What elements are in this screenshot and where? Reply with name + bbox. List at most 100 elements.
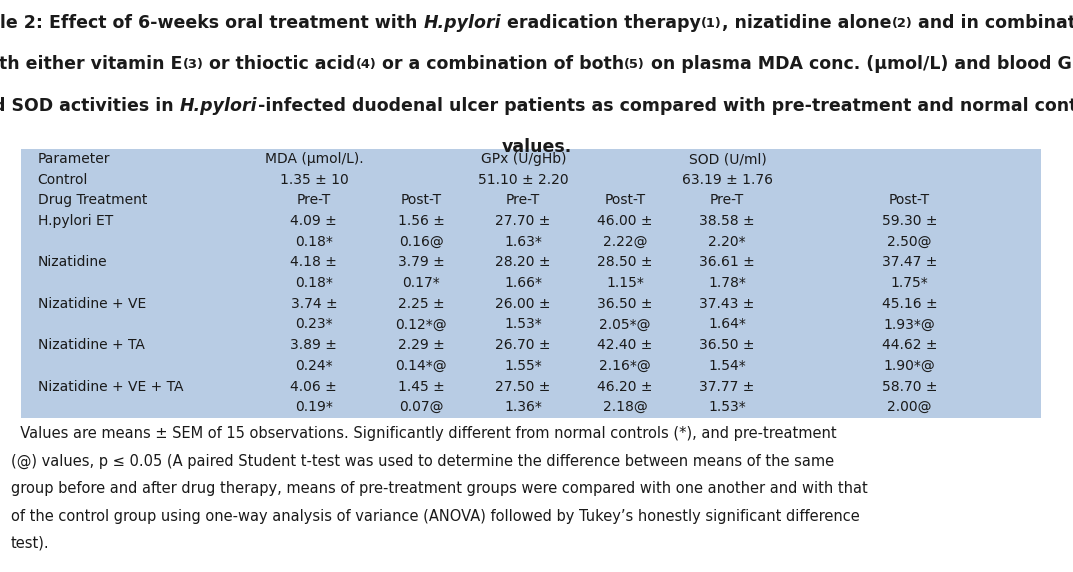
- Text: Parameter: Parameter: [38, 152, 111, 166]
- Text: 2.22@: 2.22@: [603, 235, 647, 249]
- Text: Nizatidine + VE: Nizatidine + VE: [38, 297, 146, 311]
- Text: 27.70 ±: 27.70 ±: [496, 214, 550, 228]
- Text: Nizatidine: Nizatidine: [38, 256, 107, 269]
- Text: 36.50 ±: 36.50 ±: [598, 297, 652, 311]
- Text: 3.89 ±: 3.89 ±: [291, 338, 337, 352]
- Text: group before and after drug therapy, means of pre-treatment groups were compared: group before and after drug therapy, mea…: [11, 481, 867, 496]
- Text: 2.16*@: 2.16*@: [599, 359, 651, 373]
- Text: GPx (U/gHb): GPx (U/gHb): [481, 152, 567, 166]
- Text: Drug Treatment: Drug Treatment: [38, 193, 147, 208]
- Text: (5): (5): [624, 58, 645, 72]
- Text: 59.30 ±: 59.30 ±: [882, 214, 937, 228]
- Text: MDA (μmol/L).: MDA (μmol/L).: [265, 152, 364, 166]
- Text: 37.47 ±: 37.47 ±: [882, 256, 937, 269]
- Text: 1.75*: 1.75*: [891, 276, 928, 290]
- Text: 28.20 ±: 28.20 ±: [496, 256, 550, 269]
- Text: Table 2: Effect of 6-weeks oral treatment with: Table 2: Effect of 6-weeks oral treatmen…: [0, 14, 424, 32]
- Text: (3): (3): [182, 58, 203, 72]
- Text: 46.20 ±: 46.20 ±: [598, 380, 652, 394]
- Text: (1): (1): [702, 17, 722, 30]
- Text: (2): (2): [892, 17, 912, 30]
- Text: 51.10 ± 2.20: 51.10 ± 2.20: [479, 173, 569, 186]
- Text: 28.50 ±: 28.50 ±: [598, 256, 652, 269]
- Text: 2.20*: 2.20*: [708, 235, 746, 249]
- Text: 1.45 ±: 1.45 ±: [398, 380, 444, 394]
- Text: Pre-T: Pre-T: [506, 193, 540, 208]
- Text: Nizatidine + VE + TA: Nizatidine + VE + TA: [38, 380, 183, 394]
- Text: , nizatidine alone: , nizatidine alone: [722, 14, 892, 32]
- Text: 3.79 ±: 3.79 ±: [398, 256, 444, 269]
- Text: 4.06 ±: 4.06 ±: [291, 380, 337, 394]
- Text: Control: Control: [38, 173, 88, 186]
- Text: 1.53*: 1.53*: [708, 400, 746, 414]
- Text: 1.63*: 1.63*: [504, 235, 542, 249]
- Text: 2.05*@: 2.05*@: [600, 317, 650, 332]
- Text: 3.74 ±: 3.74 ±: [291, 297, 337, 311]
- Text: 1.90*@: 1.90*@: [883, 359, 936, 373]
- Text: 2.50@: 2.50@: [887, 235, 931, 249]
- Text: 4.18 ±: 4.18 ±: [291, 256, 337, 269]
- Text: Post-T: Post-T: [888, 193, 930, 208]
- Text: H.pylori ET: H.pylori ET: [38, 214, 113, 228]
- Text: SOD (U/ml): SOD (U/ml): [689, 152, 766, 166]
- Text: 37.43 ±: 37.43 ±: [700, 297, 754, 311]
- Text: H.pylori: H.pylori: [424, 14, 501, 32]
- Text: 1.55*: 1.55*: [504, 359, 542, 373]
- Text: 58.70 ±: 58.70 ±: [882, 380, 937, 394]
- Text: -infected duodenal ulcer patients as compared with pre-treatment and normal cont: -infected duodenal ulcer patients as com…: [258, 97, 1073, 114]
- Text: 37.77 ±: 37.77 ±: [700, 380, 754, 394]
- Text: 2.00@: 2.00@: [887, 400, 931, 414]
- Text: 1.78*: 1.78*: [708, 276, 746, 290]
- Text: Pre-T: Pre-T: [710, 193, 744, 208]
- Text: 1.93*@: 1.93*@: [883, 317, 936, 332]
- Text: and SOD activities in: and SOD activities in: [0, 97, 180, 114]
- Text: with either vitamin E: with either vitamin E: [0, 55, 182, 73]
- Text: 1.15*: 1.15*: [606, 276, 644, 290]
- Text: (4): (4): [355, 58, 377, 72]
- Text: 0.23*: 0.23*: [295, 317, 333, 332]
- Text: (@) values, p ≤ 0.05 (A paired Student t-test was used to determine the differen: (@) values, p ≤ 0.05 (A paired Student t…: [11, 454, 834, 469]
- Text: of the control group using one-way analysis of variance (ANOVA) followed by Tuke: of the control group using one-way analy…: [11, 509, 859, 523]
- Text: 0.17*: 0.17*: [402, 276, 440, 290]
- Text: H.pylori: H.pylori: [180, 97, 258, 114]
- Text: 42.40 ±: 42.40 ±: [598, 338, 652, 352]
- Text: 44.62 ±: 44.62 ±: [882, 338, 937, 352]
- Text: or a combination of both: or a combination of both: [377, 55, 624, 73]
- Text: 27.50 ±: 27.50 ±: [496, 380, 550, 394]
- Text: 0.16@: 0.16@: [399, 235, 443, 249]
- Text: 63.19 ± 1.76: 63.19 ± 1.76: [682, 173, 773, 186]
- Text: 1.66*: 1.66*: [504, 276, 542, 290]
- Text: 0.18*: 0.18*: [295, 235, 333, 249]
- Text: Nizatidine + TA: Nizatidine + TA: [38, 338, 145, 352]
- Text: 1.56 ±: 1.56 ±: [398, 214, 444, 228]
- Text: 1.35 ± 10: 1.35 ± 10: [280, 173, 349, 186]
- Text: 2.29 ±: 2.29 ±: [398, 338, 444, 352]
- Text: 1.36*: 1.36*: [504, 400, 542, 414]
- Text: Values are means ± SEM of 15 observations. Significantly different from normal c: Values are means ± SEM of 15 observation…: [11, 426, 836, 441]
- Text: 26.00 ±: 26.00 ±: [496, 297, 550, 311]
- Text: 1.53*: 1.53*: [504, 317, 542, 332]
- Text: 1.54*: 1.54*: [708, 359, 746, 373]
- Text: test).: test).: [11, 536, 49, 551]
- Text: 45.16 ±: 45.16 ±: [882, 297, 937, 311]
- Text: Pre-T: Pre-T: [297, 193, 330, 208]
- Text: 1.64*: 1.64*: [708, 317, 746, 332]
- Text: and in combination: and in combination: [912, 14, 1073, 32]
- Text: 26.70 ±: 26.70 ±: [496, 338, 550, 352]
- Text: Post-T: Post-T: [604, 193, 646, 208]
- Text: 46.00 ±: 46.00 ±: [598, 214, 652, 228]
- Text: 0.14*@: 0.14*@: [395, 359, 447, 373]
- Text: 36.50 ±: 36.50 ±: [700, 338, 754, 352]
- Text: 0.24*: 0.24*: [295, 359, 333, 373]
- Text: 0.19*: 0.19*: [295, 400, 333, 414]
- Text: 0.07@: 0.07@: [399, 400, 443, 414]
- Text: 0.18*: 0.18*: [295, 276, 333, 290]
- Text: 0.12*@: 0.12*@: [395, 317, 447, 332]
- Text: Post-T: Post-T: [400, 193, 442, 208]
- Text: eradication therapy: eradication therapy: [501, 14, 702, 32]
- Text: values.: values.: [501, 138, 572, 156]
- Text: 4.09 ±: 4.09 ±: [291, 214, 337, 228]
- Text: or thioctic acid: or thioctic acid: [203, 55, 355, 73]
- Text: 36.61 ±: 36.61 ±: [700, 256, 754, 269]
- Text: 2.18@: 2.18@: [603, 400, 647, 414]
